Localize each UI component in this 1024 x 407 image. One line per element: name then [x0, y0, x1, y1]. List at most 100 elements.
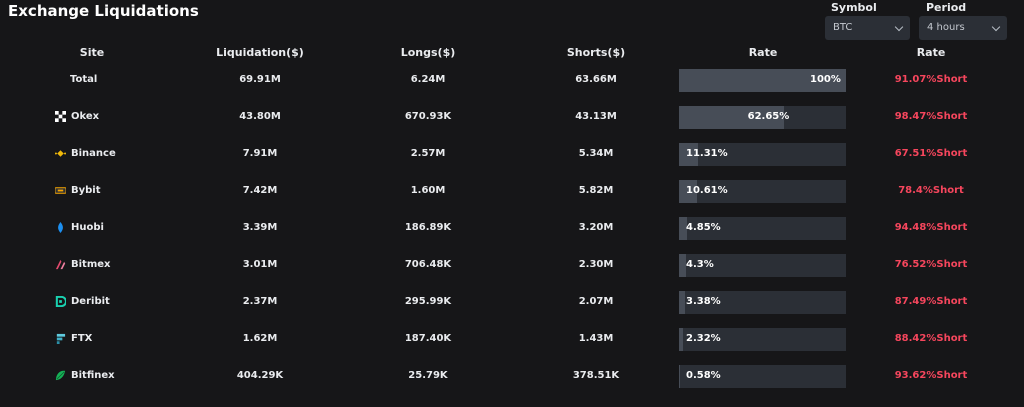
- rate-bar: 100%: [679, 69, 846, 92]
- longs-cell: 1.60M: [410, 185, 446, 196]
- deribit-icon: [55, 295, 67, 308]
- site-name: Total: [70, 74, 98, 85]
- site-cell: Okex: [55, 111, 99, 122]
- table-row: Deribit 2.37M 295.99K 2.07M 3.38% 87.49%Short: [0, 291, 1024, 315]
- shorts-cell: 2.30M: [578, 259, 614, 270]
- site-name: Bitfinex: [71, 370, 115, 381]
- table-row: FTX 1.62M 187.40K 1.43M 2.32% 88.42%Short: [0, 328, 1024, 352]
- rate-bar-label: 2.32%: [686, 333, 721, 344]
- rate-bar-fill: [679, 254, 687, 277]
- symbol-select-value: BTC: [833, 22, 853, 33]
- rate-bar: 2.32%: [679, 328, 846, 351]
- liquidation-cell: 3.01M: [242, 259, 278, 270]
- header-rate: Rate: [748, 46, 778, 59]
- site-name: Deribit: [71, 296, 110, 307]
- site-cell: Binance: [54, 148, 116, 159]
- site-cell: Bitfinex: [55, 370, 115, 381]
- ftx-icon: [55, 333, 66, 344]
- shorts-cell: 3.20M: [578, 222, 614, 233]
- site-cell: Deribit: [55, 295, 110, 308]
- site-name: Okex: [71, 111, 100, 122]
- short-rate-cell: 94.48%Short: [894, 222, 968, 233]
- rate-bar-label: 3.38%: [686, 296, 721, 307]
- short-rate-cell: 88.42%Short: [894, 333, 968, 344]
- rate-bar-label: 4.85%: [686, 222, 721, 233]
- rate-bar-fill: [679, 217, 688, 240]
- longs-cell: 186.89K: [404, 222, 452, 233]
- short-rate-cell: 91.07%Short: [894, 74, 968, 85]
- short-rate-cell: 78.4%Short: [898, 185, 964, 196]
- table-row: Huobi 3.39M 186.89K 3.20M 4.85% 94.48%Short: [0, 217, 1024, 241]
- table-row-total: Total 69.91M 6.24M 63.66M 100% 91.07%Short: [0, 69, 1024, 93]
- liquidation-cell: 43.80M: [239, 111, 281, 122]
- rate-bar: 62.65%: [679, 106, 846, 129]
- site-name: Binance: [71, 148, 116, 159]
- site-name: Bybit: [71, 185, 101, 196]
- rate-bar-label: 62.65%: [747, 111, 790, 122]
- site-name: FTX: [71, 333, 93, 344]
- short-rate-cell: 93.62%Short: [894, 370, 968, 381]
- rate-bar-fill: [679, 180, 697, 203]
- page-title: Exchange Liquidations: [8, 2, 199, 20]
- bitmex-icon: [55, 259, 66, 270]
- header-liquidation: Liquidation($): [216, 46, 304, 59]
- rate-bar-fill: [679, 365, 680, 388]
- liquidation-cell: 404.29K: [236, 370, 284, 381]
- site-cell: Bitmex: [55, 259, 110, 270]
- liquidation-cell: 7.91M: [242, 148, 278, 159]
- symbol-select[interactable]: BTC: [825, 16, 910, 40]
- table-row: Binance 7.91M 2.57M 5.34M 11.31% 67.51%Short: [0, 143, 1024, 167]
- period-label: Period: [926, 1, 967, 14]
- rate-bar-label: 11.31%: [686, 148, 728, 159]
- liquidation-cell: 7.42M: [242, 185, 278, 196]
- liquidation-cell: 3.39M: [242, 222, 278, 233]
- period-select-value: 4 hours: [927, 22, 965, 33]
- shorts-cell: 2.07M: [578, 296, 614, 307]
- huobi-icon: [55, 222, 66, 233]
- longs-cell: 670.93K: [404, 111, 452, 122]
- site-cell: Bybit: [54, 185, 101, 196]
- short-rate-cell: 76.52%Short: [894, 259, 968, 270]
- longs-cell: 187.40K: [404, 333, 452, 344]
- short-rate-cell: 98.47%Short: [894, 111, 968, 122]
- okex-icon: [55, 111, 66, 122]
- header-site: Site: [79, 46, 105, 59]
- rate-bar: 4.3%: [679, 254, 846, 277]
- shorts-cell: 1.43M: [578, 333, 614, 344]
- header-short-rate: Rate: [916, 46, 946, 59]
- rate-bar: 0.58%: [679, 365, 846, 388]
- binance-icon: [54, 148, 67, 159]
- period-select[interactable]: 4 hours: [919, 16, 1007, 40]
- longs-cell: 6.24M: [410, 74, 446, 85]
- table-row: Okex 43.80M 670.93K 43.13M 62.65% 98.47%Short: [0, 106, 1024, 130]
- header-shorts: Shorts($): [566, 46, 626, 59]
- header-longs: Longs($): [400, 46, 456, 59]
- short-rate-cell: 87.49%Short: [894, 296, 968, 307]
- site-name: Huobi: [71, 222, 104, 233]
- liquidation-cell: 1.62M: [242, 333, 278, 344]
- shorts-cell: 5.82M: [578, 185, 614, 196]
- site-cell: Total: [70, 74, 97, 85]
- short-rate-cell: 67.51%Short: [894, 148, 968, 159]
- site-cell: FTX: [55, 333, 92, 344]
- table-row: Bitmex 3.01M 706.48K 2.30M 4.3% 76.52%Short: [0, 254, 1024, 278]
- rate-bar: 3.38%: [679, 291, 846, 314]
- rate-bar-fill: [679, 291, 685, 314]
- liquidation-cell: 69.91M: [239, 74, 281, 85]
- table-row: Bybit 7.42M 1.60M 5.82M 10.61% 78.4%Short: [0, 180, 1024, 204]
- longs-cell: 25.79K: [408, 370, 448, 381]
- table-row: Bitfinex 404.29K 25.79K 378.51K 0.58% 93.62%S…: [0, 365, 1024, 389]
- liquidation-cell: 2.37M: [242, 296, 278, 307]
- rate-bar-fill: [679, 143, 698, 166]
- rate-bar-label: 100%: [810, 74, 841, 85]
- symbol-label: Symbol: [831, 1, 877, 14]
- chevron-down-icon: [991, 22, 1001, 32]
- rate-bar-label: 4.3%: [686, 259, 714, 270]
- shorts-cell: 63.66M: [575, 74, 617, 85]
- rate-bar: 11.31%: [679, 143, 846, 166]
- shorts-cell: 43.13M: [575, 111, 617, 122]
- chevron-down-icon: [894, 22, 904, 32]
- rate-bar-label: 0.58%: [686, 370, 721, 381]
- longs-cell: 2.57M: [410, 148, 446, 159]
- bitfinex-icon: [55, 370, 66, 381]
